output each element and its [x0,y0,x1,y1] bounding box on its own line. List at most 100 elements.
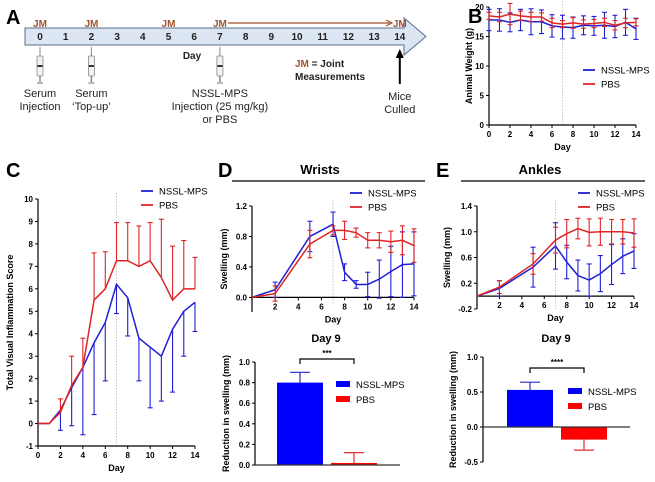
x-tick-label: 14 [630,301,639,310]
y-axis-label: Total Visual Inflammation Score [5,255,15,391]
jm-marker-day-2: JM [84,19,98,30]
y-tick-label: 1.0 [461,228,473,237]
jm-marker-day-7: JM [213,19,227,30]
timeline-jm-markers: JM JM JM JM JM [33,19,407,30]
y-tick-label: 0 [480,121,485,130]
bar-nssl-mps [277,382,323,465]
timeline-day-13: 13 [369,32,381,43]
y-tick-label: 0.2 [461,279,473,288]
timeline-day-4: 4 [140,32,146,43]
x-tick-label: 14 [191,451,200,460]
timeline-day-7: 7 [217,32,223,43]
series-pbs [476,217,637,297]
bar-pbs [331,462,377,465]
jm-range-arrowhead [385,19,394,27]
timeline-day-5: 5 [166,32,172,43]
chart-e-ankle-swelling: -0.2 0.2 0.6 1.0 1.4 2 4 6 8 10 12 14 Day Swelling (m… [442,189,645,324]
legend-label-pbs: PBS [601,80,620,91]
x-tick-label: 2 [508,130,513,139]
jm-key-prefix: JM [295,59,309,70]
syringe-icon [88,47,95,84]
chart-b-animal-weight: 0 5 10 15 20 0 2 4 6 8 10 12 14 Day Animal Weight (g) N… [464,1,650,152]
panel-letter-c: C [6,160,20,182]
y-axis-label: Swelling (mm) [219,228,229,289]
syringe-plunger-seal [37,65,43,67]
series-pbs [486,2,639,31]
event-label-line3: or PBS [202,114,237,126]
x-tick-label: 6 [550,130,555,139]
syringe-plunger-seal [88,65,94,67]
timeline-day-2: 2 [89,32,95,43]
series-pbs [251,220,417,302]
timeline-day-1: 1 [63,32,69,43]
x-tick-label: 4 [529,130,534,139]
legend-label-pbs: PBS [588,402,607,413]
legend: NSSL-MPS PBS [336,380,405,406]
timeline-day-labels: 0 1 2 3 4 5 6 7 8 9 10 11 12 13 14 [37,32,406,43]
arrow-head [395,49,404,58]
y-tick-label: 6 [29,285,34,294]
event-label-line1: NSSL-MPS [192,88,248,100]
series-line-nssl-mps [476,244,635,297]
arrow-up-icon [395,49,404,84]
y-tick-label: 0.4 [239,420,251,429]
ankles-title: Ankles [519,162,562,177]
bar-pbs [561,427,607,440]
x-tick-label: 6 [542,301,547,310]
y-axis-label: Reduction in swelling (mm) [221,355,231,472]
event-label-line1: Mice [388,91,411,103]
wrists-bar-title: Day 9 [311,333,340,345]
legend-swatch-nssl-mps [336,381,350,387]
timeline-day-8: 8 [243,32,249,43]
timeline-day-14: 14 [394,32,406,43]
y-tick-label: 4 [29,330,34,339]
jm-key: JM = Joint [295,59,345,70]
x-tick-label: 8 [564,301,569,310]
syringe-icon [216,47,224,84]
jm-marker-day-14: JM [393,19,407,30]
timeline-day-6: 6 [191,32,197,43]
legend-label-nssl-mps: NSSL-MPS [596,189,645,200]
y-tick-label: 1 [29,397,34,406]
y-tick-label: 0.2 [239,440,251,449]
panel-a-timeline: A 0 1 2 3 4 5 6 7 8 9 10 11 12 13 14 JM JM JM JM JM Day Se… [6,7,427,126]
legend: NSSL-MPS PBS [583,66,650,91]
significance-bracket [299,358,355,364]
y-tick-label: 1.4 [461,202,473,211]
panel-letter-e: E [436,160,449,182]
y-tick-label: 0.0 [236,293,248,302]
timeline-day-11: 11 [317,32,328,43]
y-tick-label: 8 [29,240,34,249]
x-tick-label: 14 [410,302,419,311]
legend-swatch-nssl-mps [568,388,582,394]
jm-key-line2: Measurements [295,72,365,83]
x-axis-label: Day [547,313,564,323]
panel-letter-a: A [6,7,20,29]
x-axis-label: Day [108,463,125,473]
event-label-line1: Serum [75,88,107,100]
series-nssl-mps [476,222,637,297]
series-line-pbs [38,259,195,425]
y-tick-label: -1 [26,442,34,451]
y-tick-label: -0.2 [458,305,472,314]
x-tick-label: 4 [296,302,301,311]
y-tick-label: 2 [29,375,34,384]
panel-letter-b: B [468,6,482,28]
event-label-line2: Injection [20,101,61,113]
chart-d-wrist-swelling: 0.0 0.4 0.8 1.2 2 4 6 8 10 12 14 Day Swelling (mm) NS… [219,189,419,325]
x-tick-label: 0 [36,451,41,460]
y-tick-label: 0.6 [461,254,473,263]
legend-label-nssl-mps: NSSL-MPS [356,380,405,391]
ankles-bar-title: Day 9 [541,333,570,345]
legend-label-nssl-mps: NSSL-MPS [588,387,637,398]
x-tick-label: 4 [520,301,525,310]
x-tick-label: 4 [81,451,86,460]
legend-label-pbs: PBS [596,203,615,214]
jm-marker-day-0: JM [33,19,47,30]
series-line-nssl-mps [251,223,415,299]
x-tick-label: 8 [125,451,130,460]
